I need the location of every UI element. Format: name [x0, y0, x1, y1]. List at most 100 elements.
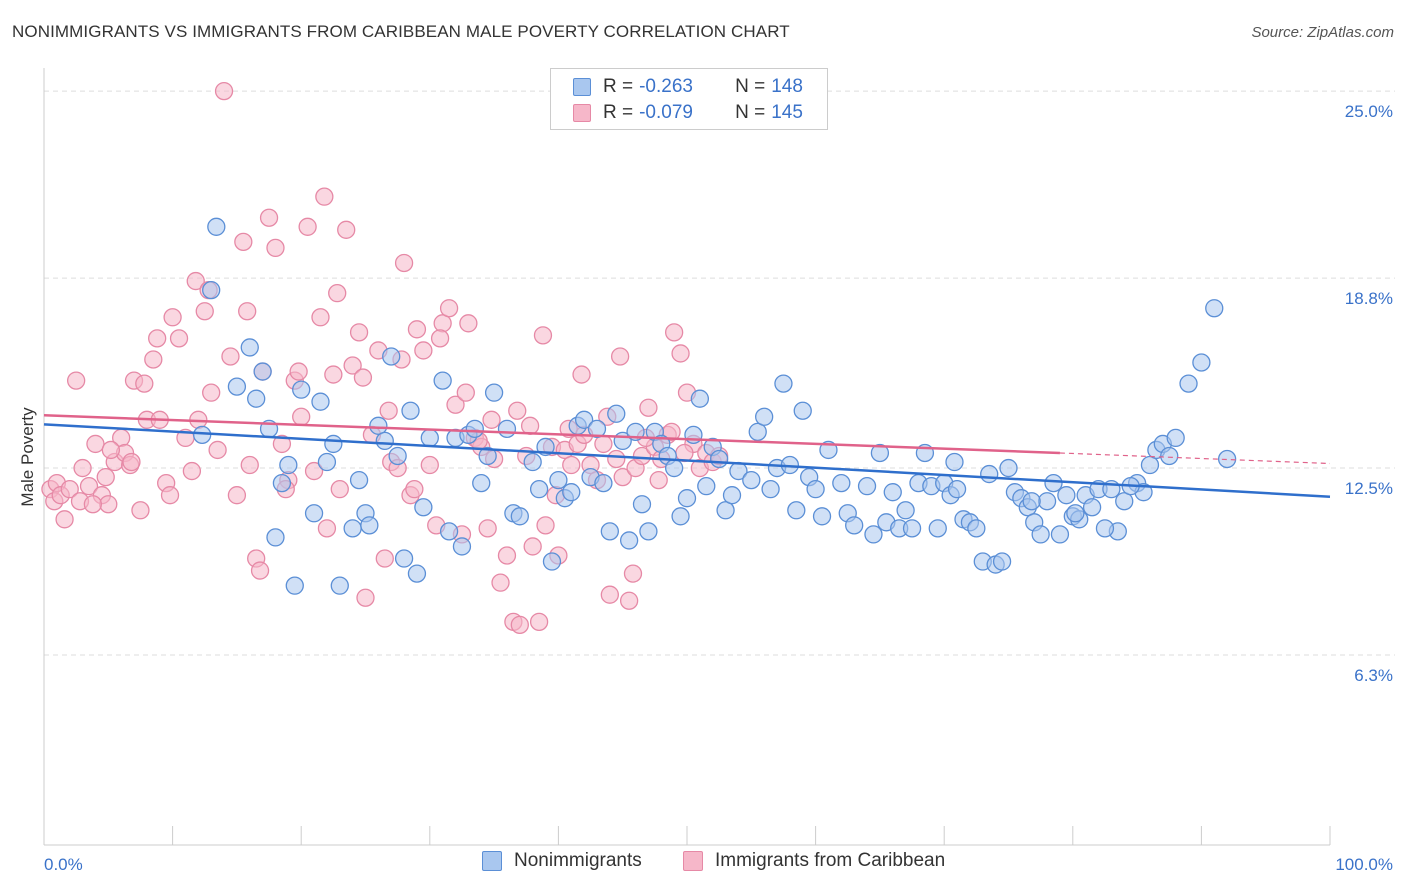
point-immigrants — [664, 323, 684, 342]
point-immigrants — [67, 371, 86, 390]
point-immigrants — [337, 220, 356, 239]
point-nonimmigrants — [240, 338, 259, 357]
y-tick-label: 25.0% — [1345, 102, 1393, 121]
point-immigrants — [420, 455, 439, 475]
point-nonimmigrants — [253, 362, 272, 381]
point-nonimmigrants — [761, 480, 780, 499]
point-immigrants — [324, 365, 343, 384]
point-immigrants — [328, 283, 347, 303]
point-nonimmigrants — [677, 489, 697, 508]
point-nonimmigrants — [722, 486, 742, 505]
bottom-legend-immigrants: Immigrants from Caribbean — [683, 850, 945, 872]
point-nonimmigrants — [202, 280, 221, 300]
point-immigrants — [182, 461, 202, 481]
point-nonimmigrants — [574, 410, 594, 429]
point-immigrants — [131, 501, 150, 520]
point-nonimmigrants — [1095, 519, 1115, 538]
point-nonimmigrants — [272, 473, 292, 493]
point-immigrants — [96, 467, 115, 487]
point-nonimmigrants — [439, 522, 459, 541]
point-immigrants — [221, 347, 240, 366]
point-nonimmigrants — [697, 476, 716, 496]
point-immigrants — [632, 446, 652, 466]
point-nonimmigrants — [774, 374, 793, 393]
point-immigrants — [266, 238, 285, 258]
point-nonimmigrants — [639, 522, 658, 541]
point-immigrants — [259, 208, 279, 227]
trend-line-immigrants — [43, 414, 1060, 455]
point-immigrants — [148, 329, 167, 348]
point-immigrants — [394, 253, 414, 273]
point-nonimmigrants — [388, 446, 407, 466]
legend-row-immigrants: R = -0.079 N = 145 — [573, 101, 803, 125]
y-axis-label: Male Poverty — [18, 407, 37, 507]
point-nonimmigrants — [414, 498, 433, 517]
point-nonimmigrants — [748, 422, 767, 442]
point-nonimmigrants — [671, 507, 690, 526]
point-nonimmigrants — [1022, 492, 1041, 511]
point-nonimmigrants — [793, 401, 812, 420]
point-nonimmigrants — [787, 501, 806, 520]
point-immigrants — [619, 591, 639, 610]
point-nonimmigrants — [1066, 504, 1085, 523]
point-immigrants — [439, 299, 459, 318]
point-nonimmigrants — [992, 552, 1012, 571]
point-nonimmigrants — [207, 217, 226, 236]
point-nonimmigrants — [562, 483, 581, 502]
point-nonimmigrants — [549, 470, 568, 490]
point-immigrants — [343, 356, 362, 375]
point-nonimmigrants — [947, 480, 967, 499]
point-nonimmigrants — [1179, 374, 1198, 393]
point-nonimmigrants — [806, 480, 825, 499]
label-layer: 6.3% 12.5% 18.8% 25.0% 0.0% 100.0% Male Povert… — [18, 102, 1393, 874]
legend-r-value: -0.079 — [639, 102, 693, 123]
point-nonimmigrants — [330, 576, 349, 595]
point-nonimmigrants — [407, 564, 427, 583]
point-immigrants — [529, 612, 549, 631]
point-nonimmigrants — [510, 507, 529, 526]
point-immigrants — [649, 470, 668, 490]
point-nonimmigrants — [845, 516, 864, 535]
y-tick-label: 18.8% — [1345, 289, 1393, 308]
legend-swatch-blue — [573, 78, 591, 96]
point-immigrants — [60, 480, 79, 499]
bottom-legend-nonimmigrants: Nonimmigrants — [482, 850, 642, 872]
point-nonimmigrants — [1031, 525, 1050, 544]
point-immigrants — [317, 519, 337, 538]
point-nonimmigrants — [857, 476, 877, 496]
point-nonimmigrants — [452, 537, 472, 556]
legend-n-value: 148 — [771, 76, 803, 97]
point-nonimmigrants — [600, 522, 619, 541]
point-nonimmigrants — [375, 431, 394, 451]
point-nonimmigrants — [710, 449, 729, 469]
point-immigrants — [272, 434, 292, 454]
point-nonimmigrants — [980, 464, 999, 484]
point-nonimmigrants — [420, 428, 439, 448]
y-tick-label: 6.3% — [1354, 666, 1393, 685]
correlation-legend: R = -0.263 N = 148 R = -0.079 N = 145 — [550, 68, 828, 130]
point-immigrants — [356, 588, 375, 607]
point-nonimmigrants — [1205, 299, 1224, 318]
axis-layer — [43, 68, 1331, 846]
point-immigrants — [491, 573, 510, 592]
point-immigrants — [99, 495, 118, 514]
point-nonimmigrants — [317, 452, 337, 472]
point-nonimmigrants — [928, 519, 947, 538]
legend-n-label: N = — [735, 102, 766, 123]
point-nonimmigrants — [883, 483, 902, 502]
point-nonimmigrants — [1057, 486, 1076, 505]
point-nonimmigrants — [401, 401, 420, 420]
point-nonimmigrants — [279, 455, 298, 475]
point-immigrants — [536, 516, 555, 535]
point-nonimmigrants — [266, 528, 285, 547]
point-immigrants — [292, 407, 311, 426]
point-immigrants — [238, 302, 257, 321]
point-nonimmigrants — [967, 519, 986, 538]
point-immigrants — [86, 434, 105, 454]
point-immigrants — [523, 537, 542, 556]
point-nonimmigrants — [542, 552, 562, 571]
point-nonimmigrants — [349, 470, 369, 490]
point-nonimmigrants — [285, 576, 304, 595]
point-immigrants — [353, 368, 373, 387]
point-nonimmigrants — [690, 389, 710, 408]
